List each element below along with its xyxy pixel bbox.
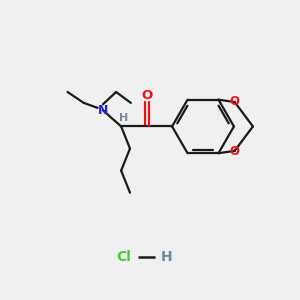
Text: N: N [98, 104, 108, 117]
Text: O: O [230, 145, 240, 158]
Text: H: H [160, 250, 172, 265]
Text: O: O [141, 89, 153, 102]
Text: Cl: Cl [116, 250, 131, 265]
Text: O: O [230, 95, 240, 108]
Text: H: H [119, 112, 129, 123]
